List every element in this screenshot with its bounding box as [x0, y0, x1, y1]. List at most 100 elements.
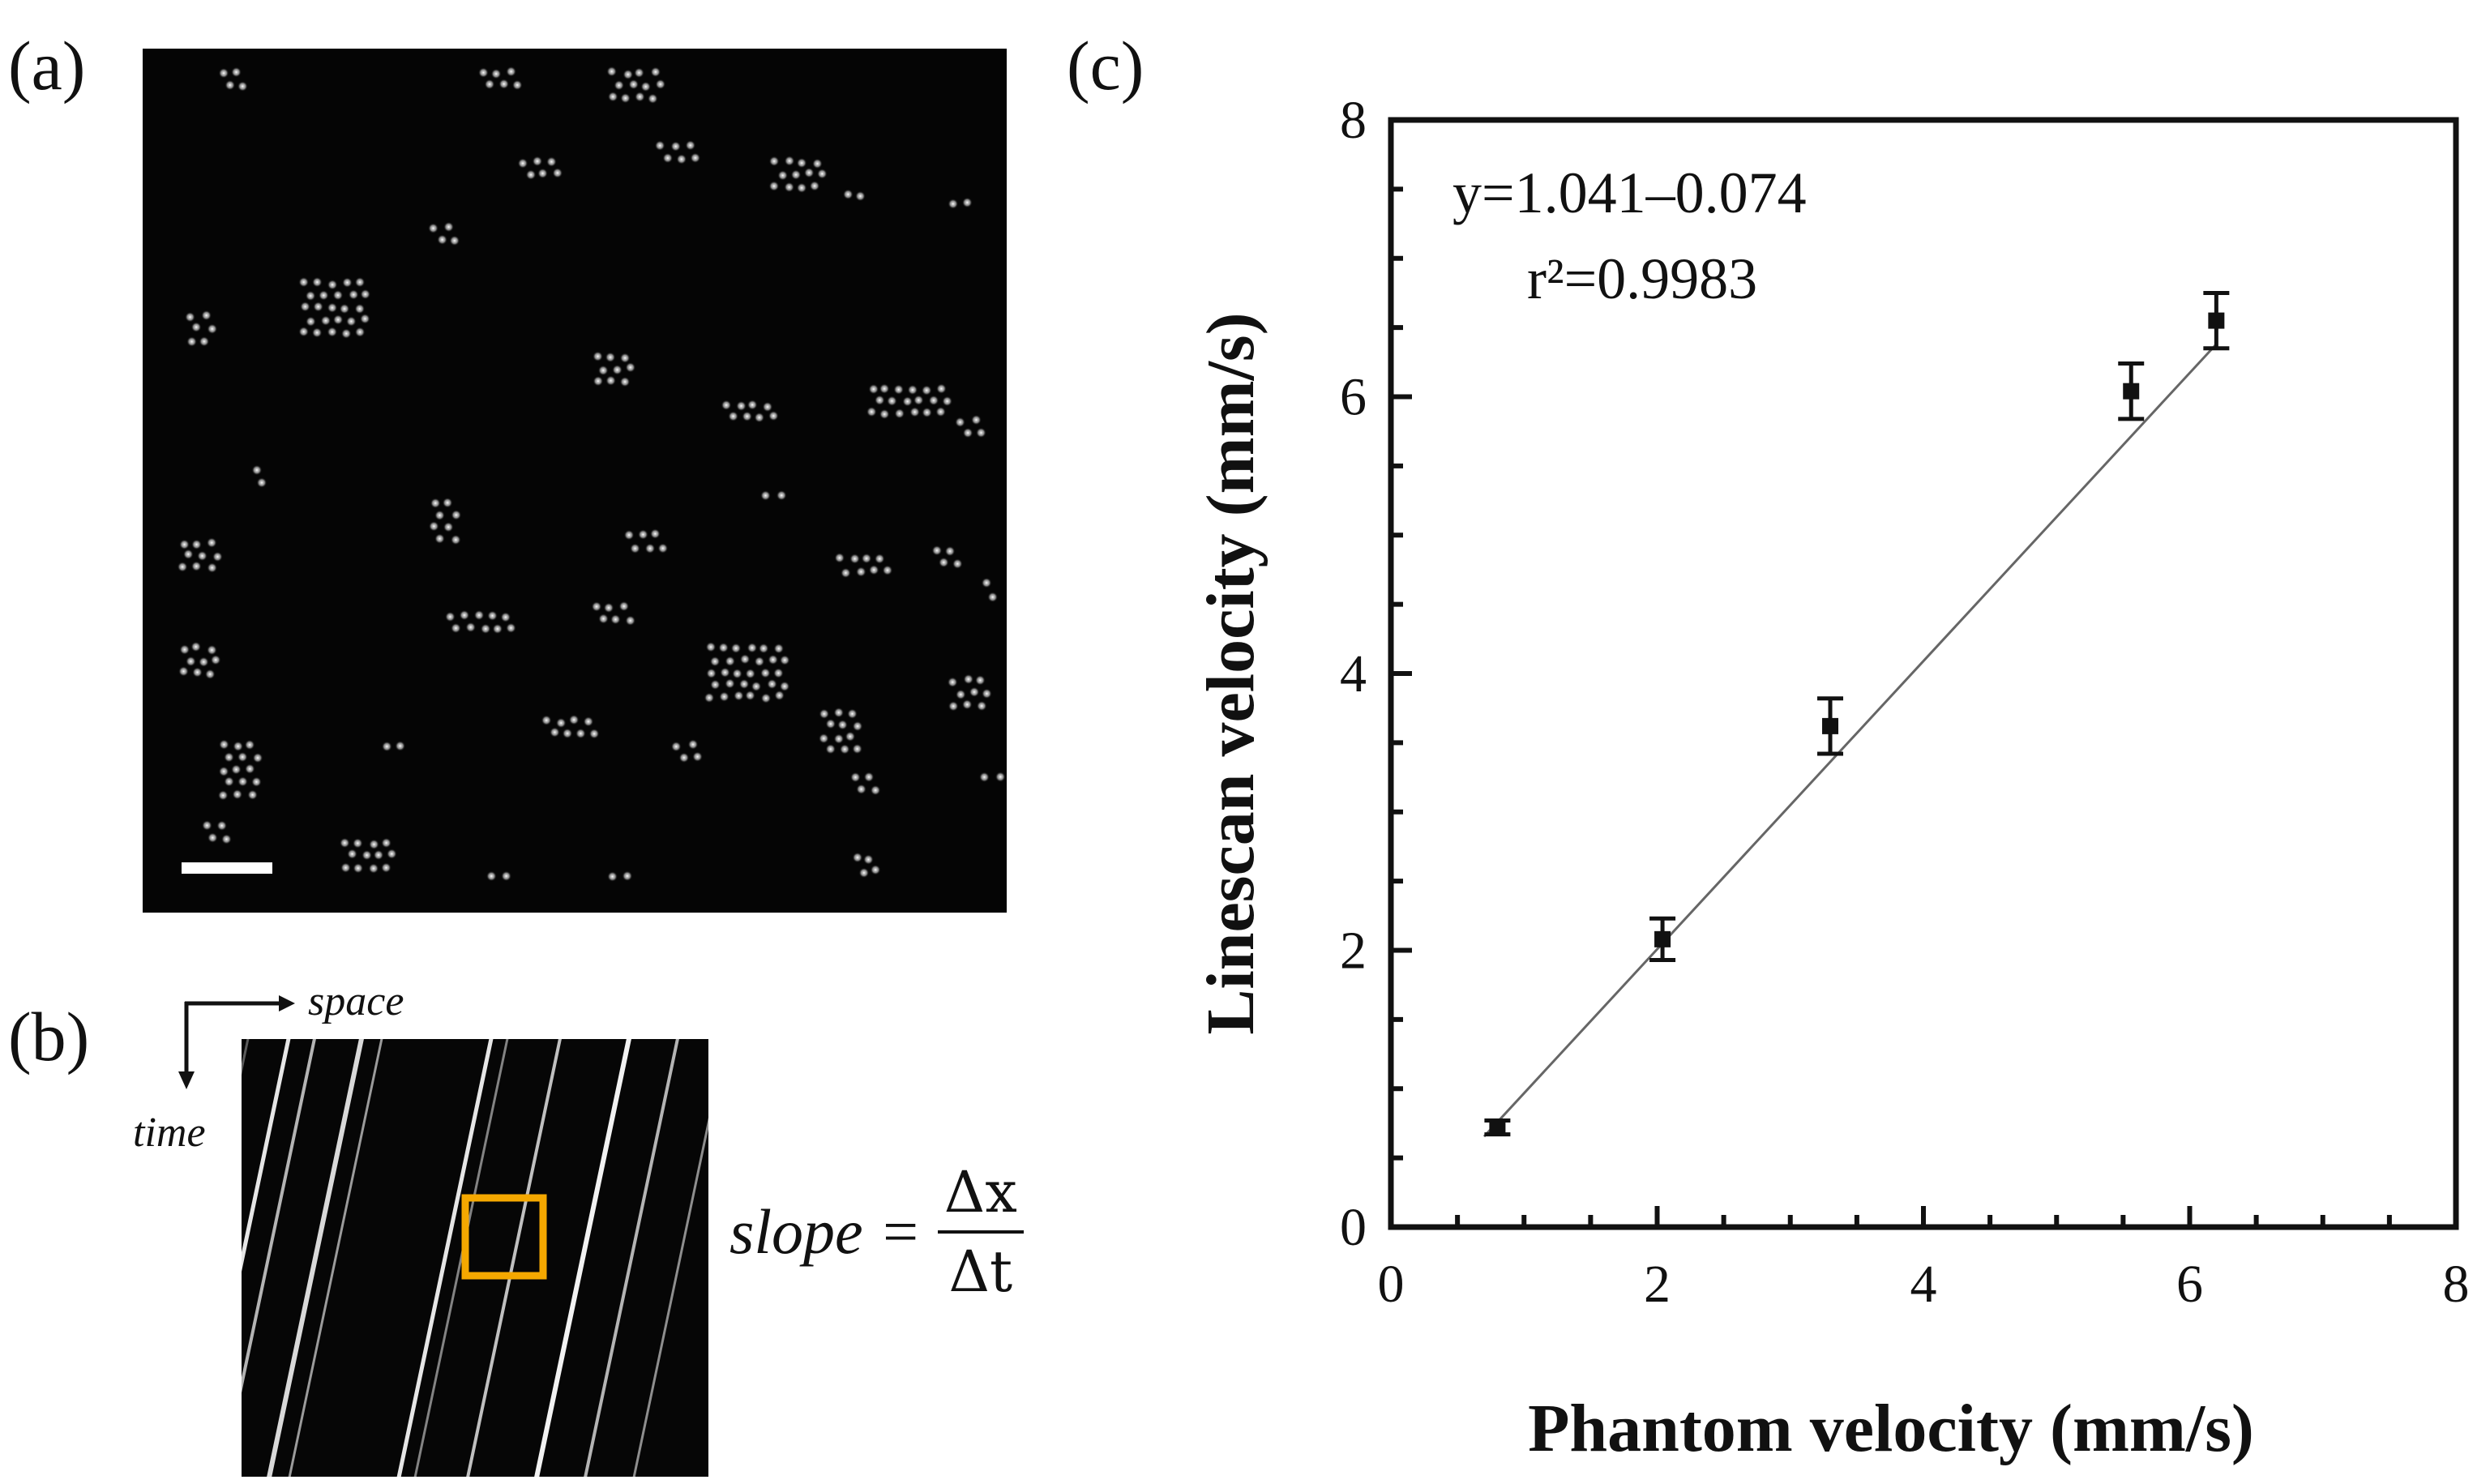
bead	[736, 400, 747, 412]
bead	[607, 871, 618, 882]
x-tick-label: 6	[2176, 1255, 2203, 1314]
bead	[593, 351, 603, 362]
bead	[442, 497, 453, 508]
bead	[944, 545, 956, 557]
bead	[987, 592, 999, 603]
bead	[732, 668, 742, 679]
bead	[705, 641, 717, 652]
bead	[190, 641, 202, 652]
bead	[339, 303, 350, 314]
bead	[952, 558, 963, 570]
bead	[622, 69, 634, 80]
bead	[359, 313, 370, 324]
bead	[709, 679, 721, 691]
bead	[976, 700, 987, 712]
bead	[207, 323, 218, 335]
bead	[177, 561, 188, 572]
bead	[614, 79, 625, 91]
kymograph-streak	[242, 1039, 291, 1272]
data-point	[1822, 717, 1839, 734]
bead	[233, 741, 244, 752]
bead	[948, 700, 959, 712]
bead	[728, 411, 739, 422]
bead	[327, 302, 338, 314]
bead	[311, 276, 323, 288]
bead	[498, 79, 510, 90]
bead	[186, 336, 198, 347]
bead	[962, 427, 973, 438]
bead	[354, 327, 366, 338]
bead	[721, 400, 732, 411]
bead	[511, 79, 523, 91]
data-point	[1654, 930, 1671, 947]
bead	[500, 612, 511, 622]
bead	[603, 602, 614, 614]
bead	[907, 384, 918, 396]
bead	[354, 303, 366, 314]
bead	[768, 181, 780, 192]
bead	[733, 690, 744, 701]
bead	[657, 543, 669, 554]
bead	[298, 326, 310, 337]
kymograph-streak	[584, 1039, 679, 1477]
bead	[975, 427, 986, 438]
bead	[784, 182, 795, 193]
bead	[725, 656, 736, 667]
bead	[849, 772, 861, 783]
bead	[670, 141, 682, 152]
bead	[745, 690, 755, 701]
bead	[232, 789, 243, 800]
bead	[837, 719, 848, 730]
bead	[532, 156, 543, 167]
fit-r-squared: r²=0.9983	[1527, 246, 1757, 311]
bead	[995, 772, 1006, 782]
x-axis-title: Phantom velocity (mm/s)	[1528, 1391, 2254, 1466]
bead	[623, 529, 635, 541]
kymograph-streak	[396, 1039, 494, 1477]
bead	[449, 235, 460, 246]
bead	[552, 167, 563, 178]
bead	[354, 276, 366, 288]
bead	[386, 849, 397, 859]
bead	[640, 81, 652, 92]
bead	[948, 199, 959, 209]
bead	[692, 751, 703, 763]
bead	[206, 537, 217, 549]
bead	[747, 400, 758, 410]
bead	[204, 669, 216, 680]
slope-denominator: Δt	[948, 1238, 1013, 1305]
x-tick-label: 2	[1644, 1255, 1671, 1314]
bead	[978, 772, 990, 783]
bead	[882, 565, 893, 576]
bead	[955, 689, 966, 700]
bead	[879, 383, 890, 395]
bead	[637, 529, 648, 540]
kymograph-streak	[288, 1039, 383, 1477]
bead	[868, 564, 879, 575]
bead	[352, 837, 363, 849]
bead	[430, 498, 441, 509]
x-tick-label: 0	[1378, 1255, 1405, 1314]
bead	[942, 396, 953, 407]
bead	[654, 140, 665, 152]
bead	[981, 688, 992, 699]
bead	[779, 655, 790, 665]
bead	[856, 784, 867, 795]
bead	[395, 740, 406, 751]
bead	[327, 279, 338, 290]
bead	[340, 862, 351, 874]
bead	[963, 674, 974, 685]
bead	[650, 66, 661, 78]
bead	[305, 316, 316, 327]
bead	[931, 545, 943, 556]
bead	[185, 656, 196, 667]
bead	[191, 539, 202, 550]
bead	[583, 716, 594, 727]
bead	[492, 623, 503, 635]
bead	[751, 681, 762, 692]
bead	[251, 464, 263, 476]
bead	[773, 643, 785, 654]
bead	[605, 352, 616, 363]
bead	[179, 644, 190, 655]
